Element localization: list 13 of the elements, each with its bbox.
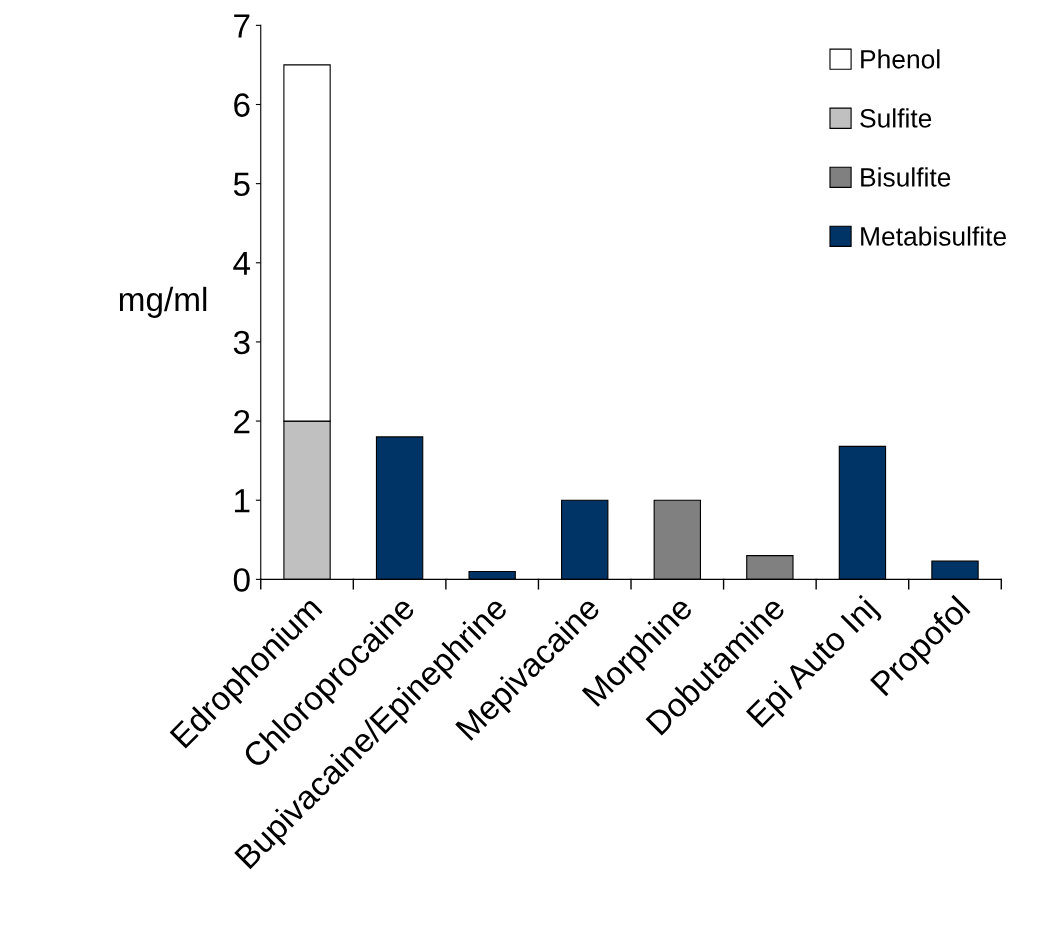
legend-label: Metabisulfite — [861, 226, 1006, 246]
legend-label: Phenol — [861, 49, 940, 69]
y-tick-label: 4 — [233, 251, 251, 275]
y-tick-label: 7 — [234, 14, 250, 38]
y-axis-title: mg/ml — [119, 286, 207, 318]
y-tick-label: 3 — [233, 330, 250, 355]
y-tick-label: 6 — [234, 93, 250, 117]
y-tick-label: 5 — [233, 172, 250, 197]
y-tick-label: 2 — [234, 409, 250, 434]
y-tick-label: 1 — [235, 489, 250, 513]
legend-label: Sulfite — [860, 108, 932, 128]
legend-label: Bisulfite — [861, 167, 951, 187]
y-tick-label: 0 — [233, 568, 250, 592]
